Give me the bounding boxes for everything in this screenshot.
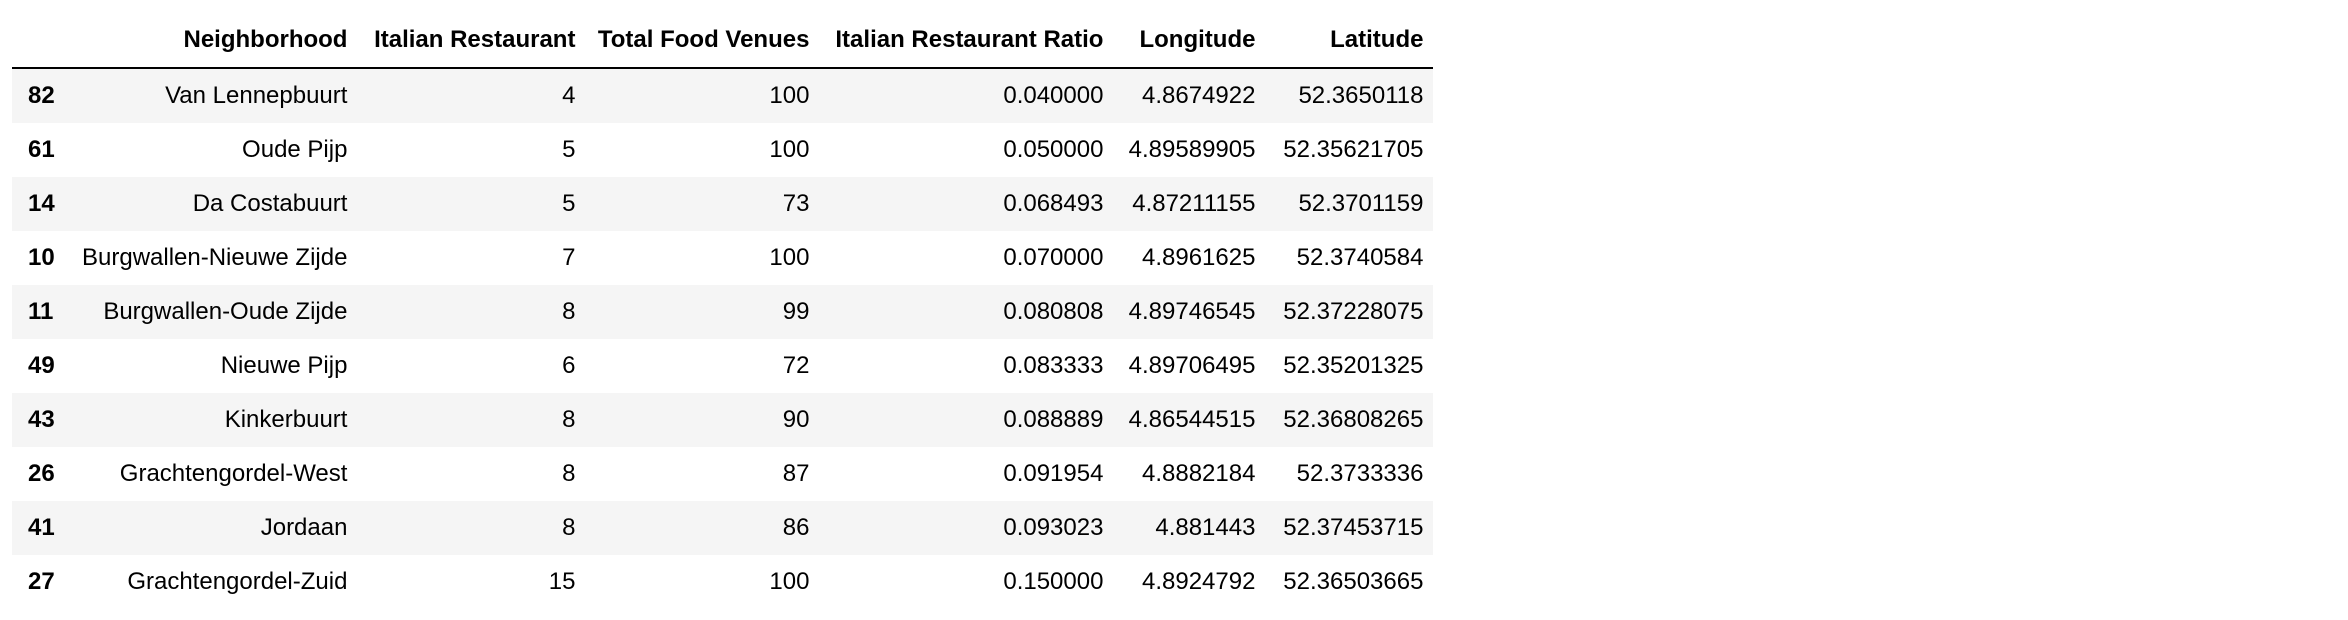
- cell-italian-restaurant: 5: [562, 136, 576, 163]
- cell-total-food-venues: 73: [782, 190, 810, 217]
- table-row: 82 Van Lennepbuurt 4 100 0.040000 4.8674922 52…: [12, 68, 1434, 123]
- cell-neighborhood: Grachtengordel-West: [119, 460, 348, 487]
- table-row: 11 Burgwallen-Oude Zijde 8 99 0.080808 4.8974…: [12, 285, 1434, 339]
- table-header: Neighborhood Italian Restaurant Total Fo…: [12, 12, 1434, 69]
- cell-longitude: 4.8882184: [1142, 460, 1256, 487]
- header-row: Neighborhood Italian Restaurant Total Fo…: [12, 12, 1434, 69]
- cell-total-food-venues: 100: [769, 244, 810, 271]
- cell-italian-restaurant-ratio: 0.091954: [1003, 460, 1104, 487]
- cell-italian-restaurant-ratio: 0.088889: [1003, 406, 1104, 433]
- cell-latitude: 52.36503665: [1283, 568, 1424, 595]
- cell-total-food-venues: 90: [782, 406, 810, 433]
- dataframe-table: Neighborhood Italian Restaurant Total Fo…: [12, 12, 1434, 609]
- cell-longitude: 4.89706495: [1128, 352, 1256, 379]
- table-row: 61 Oude Pijp 5 100 0.050000 4.89589905 52.3562…: [12, 123, 1434, 177]
- cell-italian-restaurant-ratio: 0.068493: [1003, 190, 1104, 217]
- cell-italian-restaurant: 6: [562, 352, 576, 379]
- cell-longitude: 4.87211155: [1132, 190, 1256, 217]
- cell-italian-restaurant-ratio: 0.093023: [1003, 514, 1104, 541]
- cell-neighborhood: Burgwallen-Nieuwe Zijde: [82, 244, 348, 271]
- row-index: 27: [28, 568, 55, 595]
- header-neighborhood: Neighborhood: [72, 12, 358, 69]
- table-row: 14 Da Costabuurt 5 73 0.068493 4.87211155 52.3…: [12, 177, 1434, 231]
- header-latitude: Latitude: [1265, 12, 1434, 69]
- header-italian-restaurant: Italian Restaurant: [357, 12, 586, 69]
- table-row: 43 Kinkerbuurt 8 90 0.088889 4.86544515 52.368…: [12, 393, 1434, 447]
- cell-neighborhood: Oude Pijp: [242, 136, 348, 163]
- cell-longitude: 4.8674922: [1142, 82, 1256, 109]
- header-italian-restaurant-ratio: Italian Restaurant Ratio: [819, 12, 1114, 69]
- cell-total-food-venues: 72: [782, 352, 810, 379]
- cell-neighborhood: Burgwallen-Oude Zijde: [103, 298, 348, 325]
- cell-italian-restaurant: 8: [562, 460, 576, 487]
- cell-italian-restaurant-ratio: 0.050000: [1003, 136, 1104, 163]
- row-index: 11: [28, 298, 54, 325]
- cell-total-food-venues: 100: [769, 568, 810, 595]
- cell-latitude: 52.35621705: [1283, 136, 1424, 163]
- table-row: 41 Jordaan 8 86 0.093023 4.881443 52.37453715: [12, 501, 1434, 555]
- header-longitude: Longitude: [1113, 12, 1266, 69]
- cell-neighborhood: Da Costabuurt: [192, 190, 348, 217]
- cell-italian-restaurant-ratio: 0.070000: [1003, 244, 1104, 271]
- cell-neighborhood: Grachtengordel-Zuid: [127, 568, 348, 595]
- row-index: 43: [28, 406, 55, 433]
- cell-italian-restaurant: 4: [562, 82, 576, 109]
- cell-italian-restaurant-ratio: 0.040000: [1003, 82, 1104, 109]
- table-row: 27 Grachtengordel-Zuid 15 100 0.150000 4.8924…: [12, 555, 1434, 609]
- cell-italian-restaurant-ratio: 0.083333: [1003, 352, 1104, 379]
- cell-longitude: 4.8924792: [1142, 568, 1256, 595]
- row-index: 61: [28, 136, 55, 163]
- table-row: 10 Burgwallen-Nieuwe Zijde 7 100 0.070000 4.8…: [12, 231, 1434, 285]
- cell-neighborhood: Nieuwe Pijp: [220, 352, 348, 379]
- cell-latitude: 52.36808265: [1283, 406, 1424, 433]
- cell-italian-restaurant: 15: [548, 568, 576, 595]
- row-index: 82: [28, 82, 55, 109]
- cell-italian-restaurant: 8: [562, 406, 576, 433]
- cell-total-food-venues: 100: [769, 82, 810, 109]
- cell-latitude: 52.35201325: [1283, 352, 1424, 379]
- cell-latitude: 52.3701159: [1298, 190, 1424, 217]
- table-row: 26 Grachtengordel-West 8 87 0.091954 4.888218…: [12, 447, 1434, 501]
- row-index: 26: [28, 460, 55, 487]
- cell-latitude: 52.3650118: [1298, 82, 1424, 109]
- row-index: 14: [28, 190, 55, 217]
- cell-neighborhood: Van Lennepbuurt: [165, 82, 348, 109]
- cell-neighborhood: Kinkerbuurt: [224, 406, 348, 433]
- cell-italian-restaurant: 7: [562, 244, 576, 271]
- cell-longitude: 4.89746545: [1128, 298, 1256, 325]
- row-index: 41: [28, 514, 55, 541]
- row-index: 49: [28, 352, 55, 379]
- cell-latitude: 52.37453715: [1283, 514, 1424, 541]
- cell-total-food-venues: 100: [769, 136, 810, 163]
- header-total-food-venues: Total Food Venues: [585, 12, 820, 69]
- row-index: 10: [28, 244, 55, 271]
- cell-italian-restaurant: 8: [562, 514, 576, 541]
- cell-italian-restaurant-ratio: 0.150000: [1003, 568, 1104, 595]
- cell-neighborhood: Jordaan: [260, 514, 348, 541]
- cell-total-food-venues: 87: [782, 460, 810, 487]
- cell-longitude: 4.86544515: [1128, 406, 1256, 433]
- cell-total-food-venues: 99: [782, 298, 810, 325]
- header-index: [12, 12, 72, 69]
- cell-latitude: 52.3740584: [1296, 244, 1424, 271]
- cell-longitude: 4.8961625: [1142, 244, 1256, 271]
- table-row: 49 Nieuwe Pijp 6 72 0.083333 4.89706495 52.352…: [12, 339, 1434, 393]
- cell-latitude: 52.37228075: [1283, 298, 1424, 325]
- cell-longitude: 4.89589905: [1128, 136, 1256, 163]
- cell-italian-restaurant-ratio: 0.080808: [1003, 298, 1104, 325]
- cell-italian-restaurant: 8: [562, 298, 576, 325]
- cell-total-food-venues: 86: [782, 514, 810, 541]
- table-body: 82 Van Lennepbuurt 4 100 0.040000 4.8674922 52…: [12, 68, 1434, 609]
- cell-italian-restaurant: 5: [562, 190, 576, 217]
- cell-longitude: 4.881443: [1155, 514, 1256, 541]
- cell-latitude: 52.3733336: [1296, 460, 1424, 487]
